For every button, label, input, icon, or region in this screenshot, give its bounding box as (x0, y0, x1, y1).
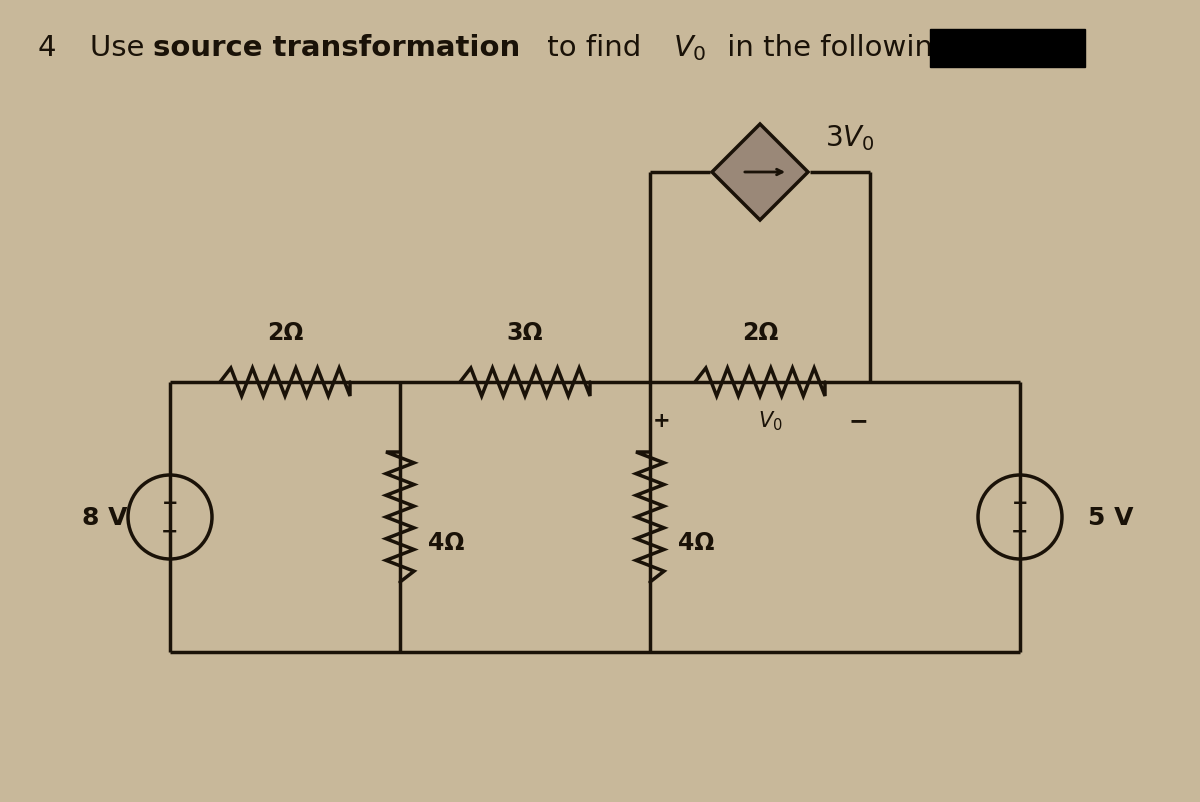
Text: source transformation: source transformation (154, 34, 521, 62)
Text: 4: 4 (38, 34, 56, 62)
Text: $V_0$: $V_0$ (673, 33, 707, 63)
Text: −: − (161, 521, 179, 541)
Text: to find: to find (538, 34, 650, 62)
Text: 5 V: 5 V (1088, 505, 1134, 529)
Text: Use: Use (90, 34, 154, 62)
Text: 3Ω: 3Ω (506, 321, 544, 345)
Text: $V_0$: $V_0$ (757, 409, 782, 432)
Text: 4Ω: 4Ω (678, 530, 714, 554)
FancyBboxPatch shape (930, 30, 1085, 68)
Polygon shape (712, 125, 808, 221)
Text: −: − (1012, 521, 1028, 541)
Text: 8 V: 8 V (83, 505, 127, 529)
Text: −: − (848, 408, 868, 432)
Text: 4Ω: 4Ω (428, 530, 464, 554)
Text: in the following circuit.: in the following circuit. (718, 34, 1060, 62)
Text: +: + (653, 411, 671, 431)
Text: +: + (1012, 494, 1028, 512)
Text: +: + (162, 494, 179, 512)
Text: 2Ω: 2Ω (266, 321, 304, 345)
Text: 2Ω: 2Ω (742, 321, 778, 345)
Text: $3V_0$: $3V_0$ (826, 123, 875, 152)
